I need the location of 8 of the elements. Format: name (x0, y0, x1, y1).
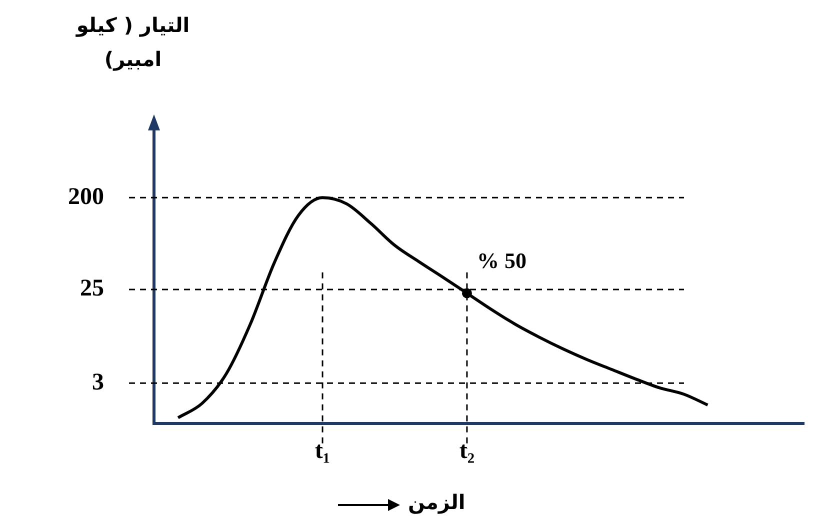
y-tick-label: 25 (80, 276, 104, 302)
x-tick-label: t₂ (459, 438, 475, 464)
annotation: % 50 (476, 248, 526, 273)
x-axis-title: الزمن (408, 490, 466, 514)
x-tick-label: t₁ (314, 438, 330, 464)
y-axis-title: التيار ( كيلو امبير) (74, 12, 191, 73)
y-tick-label: 3 (92, 369, 104, 396)
y-tick-label: 200 (68, 184, 104, 210)
